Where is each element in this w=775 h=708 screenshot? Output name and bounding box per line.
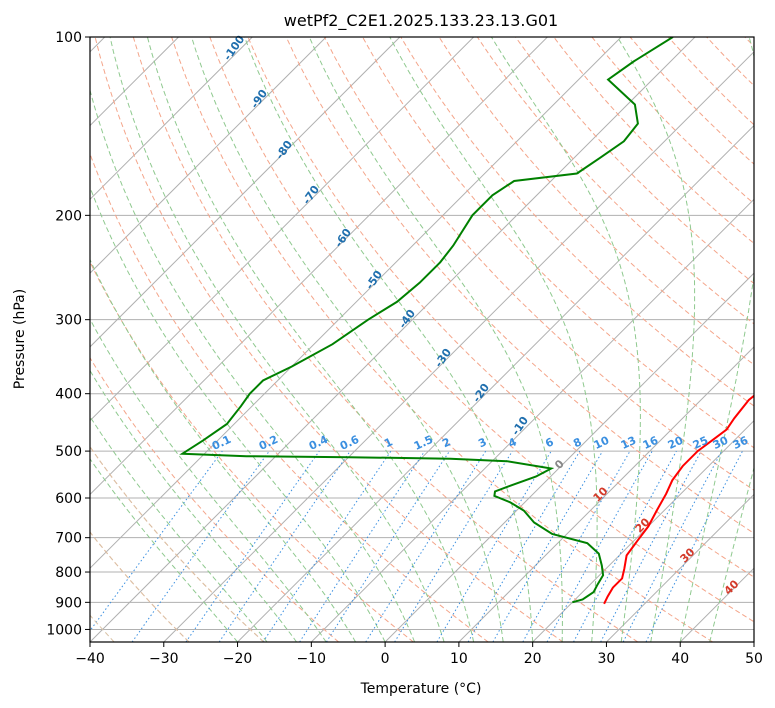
mixing-ratio-line — [436, 450, 552, 642]
x-tick-label: −40 — [75, 651, 105, 667]
y-tick-label: 800 — [55, 565, 82, 581]
dry-adiabat — [94, 37, 564, 642]
isotherm-gridline — [384, 272, 754, 642]
mixing-ratio-label: 36 — [731, 434, 751, 452]
x-tick-label: 40 — [671, 651, 689, 667]
moist-adiabat — [109, 37, 445, 642]
data-series — [179, 37, 754, 605]
mixing-ratio-line — [325, 450, 450, 642]
mixing-ratio-label: 25 — [691, 434, 710, 452]
dry-adiabat — [209, 37, 754, 623]
y-axis: 100 200 300 400 500 600 700 800 900 1000 — [46, 30, 90, 638]
x-tick-label: 50 — [745, 651, 763, 667]
moist-adiabat — [616, 37, 696, 642]
dry-adiabat — [629, 37, 754, 165]
x-tick-label: 30 — [598, 651, 616, 667]
moist-adiabat — [90, 186, 386, 642]
reference-adiabat — [90, 531, 190, 642]
moist-adiabat — [90, 458, 238, 642]
mixing-ratio-line — [522, 450, 631, 642]
mixing-ratio-line — [185, 450, 320, 642]
x-tick-label: −30 — [149, 651, 179, 667]
dry-adiabat — [362, 37, 754, 449]
mixing-ratio-line — [394, 450, 513, 642]
dry-adiabat — [400, 37, 754, 407]
mixing-ratio-line — [90, 450, 223, 632]
x-tick-label: 10 — [450, 651, 468, 667]
isotherm-gridline — [163, 51, 754, 642]
isotherm-gridline — [90, 37, 401, 348]
isotherm-gridline — [90, 37, 475, 422]
mixing-ratio-label: 13 — [619, 434, 638, 452]
dry-adiabat — [323, 37, 754, 491]
mixing-ratio-line — [467, 450, 581, 642]
mixing-ratio-line — [573, 450, 677, 642]
isotherm-gridline — [532, 419, 754, 642]
moist-adiabat — [709, 466, 754, 642]
series-line — [179, 37, 674, 604]
dry-adiabat — [132, 37, 639, 642]
x-tick-label: −10 — [297, 651, 327, 667]
isotherm-gridline — [606, 493, 754, 642]
moist-adiabat — [90, 369, 297, 642]
mixing-ratio-line — [546, 450, 653, 642]
isotherm-gridline — [90, 37, 696, 642]
dry-adiabat — [90, 356, 339, 642]
mixing-ratio-line — [365, 450, 487, 642]
isotherm-gridline — [90, 37, 253, 201]
moist-adiabat — [191, 37, 504, 642]
y-tick-label: 400 — [55, 387, 82, 403]
y-axis-label: Pressure (hPa) — [12, 289, 28, 389]
dry-adiabat — [553, 37, 754, 245]
background-lines — [90, 37, 754, 642]
isotherm-gridline — [237, 124, 754, 642]
y-tick-label: 900 — [55, 595, 82, 611]
mixing-ratio-label: 16 — [641, 434, 661, 452]
mixing-ratio-line — [492, 450, 604, 642]
dry-adiabat — [171, 37, 713, 642]
moist-adiabat — [490, 37, 641, 642]
moist-adiabat — [146, 37, 475, 642]
y-tick-label: 700 — [55, 531, 82, 547]
mixing-ratio-label: 30 — [711, 434, 731, 452]
moist-adiabat — [90, 415, 268, 642]
y-tick-label: 100 — [55, 30, 82, 46]
mixing-ratio-line — [218, 450, 351, 642]
moist-adiabat — [244, 37, 534, 642]
chart-title: wetPf2_C2E1.2025.133.23.13.G01 — [284, 11, 558, 31]
x-tick-label: −20 — [223, 651, 253, 667]
mixing-ratio-label: 20 — [666, 434, 686, 452]
isotherm-gridline — [90, 37, 327, 274]
dry-adiabat — [476, 37, 754, 325]
y-tick-label: 200 — [55, 208, 82, 224]
plot-frame — [89, 36, 755, 643]
y-tick-label: 500 — [55, 444, 82, 460]
x-axis-label: Temperature (°C) — [360, 681, 482, 697]
mixing-ratio-label: 10 — [592, 434, 612, 452]
y-tick-label: 600 — [55, 491, 82, 507]
y-tick-label: 1000 — [46, 622, 82, 638]
x-tick-label: 20 — [524, 651, 542, 667]
mixing-ratio-line — [131, 450, 270, 642]
y-tick-label: 300 — [55, 313, 82, 329]
moist-adiabat — [308, 37, 563, 642]
x-tick-label: 0 — [381, 651, 390, 667]
moist-adiabat — [389, 37, 598, 642]
x-axis: −40 −30 −20 −10 0 10 20 30 40 50 — [75, 642, 763, 667]
series-line — [603, 394, 754, 605]
isotherm-gridline — [90, 37, 622, 569]
dry-adiabat — [438, 37, 754, 366]
moist-adiabat — [90, 318, 327, 642]
isotherm-gridline — [90, 37, 548, 496]
moist-adiabat — [90, 258, 357, 642]
dry-adiabat — [90, 260, 414, 642]
